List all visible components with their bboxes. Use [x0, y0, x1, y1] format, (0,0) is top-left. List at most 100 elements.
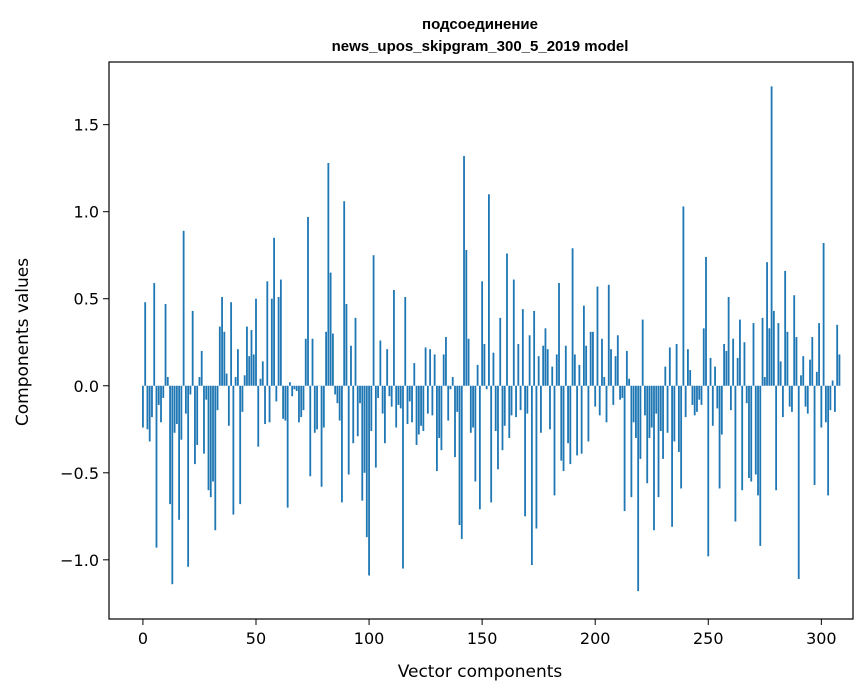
bar-90	[345, 303, 348, 386]
bar-203	[601, 338, 603, 386]
bar-233	[668, 347, 671, 386]
bar-158	[499, 317, 502, 386]
bar-208	[612, 385, 615, 405]
bar-296	[811, 337, 814, 386]
bar-303	[827, 385, 830, 496]
bar-177	[542, 345, 545, 386]
bar-144	[467, 338, 470, 386]
bar-46	[246, 326, 248, 386]
bar-248	[702, 328, 705, 386]
bar-48	[250, 330, 253, 386]
bar-253	[714, 366, 716, 386]
bar-219	[637, 385, 640, 592]
bar-266	[743, 342, 746, 386]
bar-216	[630, 385, 633, 498]
bar-66	[291, 385, 294, 397]
bar-243	[691, 385, 694, 405]
bar-42	[237, 349, 239, 386]
bar-47	[248, 356, 251, 386]
bar-291	[800, 375, 802, 386]
bar-41	[234, 377, 237, 386]
bar-80	[322, 385, 325, 428]
bar-306	[834, 385, 836, 412]
bar-5	[153, 283, 156, 386]
bar-133	[442, 354, 445, 386]
bar-138	[454, 385, 456, 458]
bar-125	[424, 347, 427, 386]
bar-45	[243, 375, 246, 386]
bar-257	[723, 343, 726, 386]
bar-278	[770, 86, 773, 386]
bar-276	[766, 262, 768, 386]
bar-147	[474, 385, 477, 482]
bar-268	[748, 385, 750, 479]
bar-3	[148, 385, 151, 442]
bar-122	[417, 385, 420, 435]
bar-36	[223, 331, 226, 386]
bar-23	[194, 385, 196, 465]
bar-73	[307, 216, 309, 386]
bar-160	[503, 385, 506, 426]
bar-141	[460, 385, 463, 539]
bar-198	[589, 331, 592, 386]
bar-202	[598, 385, 601, 416]
bar-221	[641, 319, 644, 386]
bar-298	[815, 371, 818, 386]
bar-6	[155, 385, 158, 548]
bar-275	[763, 377, 766, 386]
bar-185	[560, 385, 563, 461]
bar-85	[334, 385, 337, 395]
bar-227	[655, 385, 658, 414]
bar-117	[406, 385, 409, 425]
bar-83	[329, 272, 332, 386]
bar-194	[580, 385, 583, 454]
bar-98	[363, 385, 366, 473]
bar-76	[313, 385, 316, 433]
bar-115	[402, 385, 404, 569]
bar-272	[757, 385, 759, 496]
bar-53	[261, 361, 264, 386]
bar-135	[447, 385, 450, 421]
bar-81	[325, 331, 327, 386]
bar-232	[666, 385, 669, 433]
bar-92	[350, 345, 352, 386]
bar-70	[300, 385, 303, 418]
bar-60	[277, 296, 280, 386]
bar-217	[632, 385, 635, 423]
bar-159	[501, 385, 504, 451]
bar-94	[354, 317, 357, 386]
bar-222	[644, 385, 646, 416]
bar-99	[365, 385, 368, 538]
bar-171	[528, 335, 531, 386]
bar-51	[257, 385, 260, 447]
bar-166	[517, 343, 520, 386]
bar-75	[311, 338, 314, 386]
bar-182	[553, 385, 556, 496]
bar-56	[268, 385, 271, 423]
bar-234	[671, 385, 673, 527]
bar-290	[797, 385, 800, 579]
bar-87	[338, 385, 341, 421]
bar-127	[429, 349, 432, 386]
bar-67	[293, 385, 296, 390]
bar-267	[745, 385, 748, 404]
bar-130	[436, 385, 438, 472]
bar-109	[388, 385, 391, 397]
bar-164	[512, 279, 515, 386]
bar-189	[569, 385, 572, 465]
x-tick-label: 0	[138, 629, 148, 648]
bar-286	[788, 385, 791, 407]
bar-242	[689, 370, 692, 386]
bar-281	[777, 323, 780, 386]
bar-7	[157, 385, 160, 405]
bar-256	[720, 385, 723, 435]
bar-14	[173, 385, 176, 433]
bar-172	[530, 385, 533, 566]
bar-114	[399, 385, 402, 409]
bar-196	[585, 345, 588, 386]
bar-181	[551, 366, 554, 386]
bar-304	[829, 385, 832, 411]
x-axis: 0 50 100 150 200 250 300	[138, 619, 837, 648]
bar-168	[521, 309, 524, 386]
bar-121	[415, 385, 418, 445]
